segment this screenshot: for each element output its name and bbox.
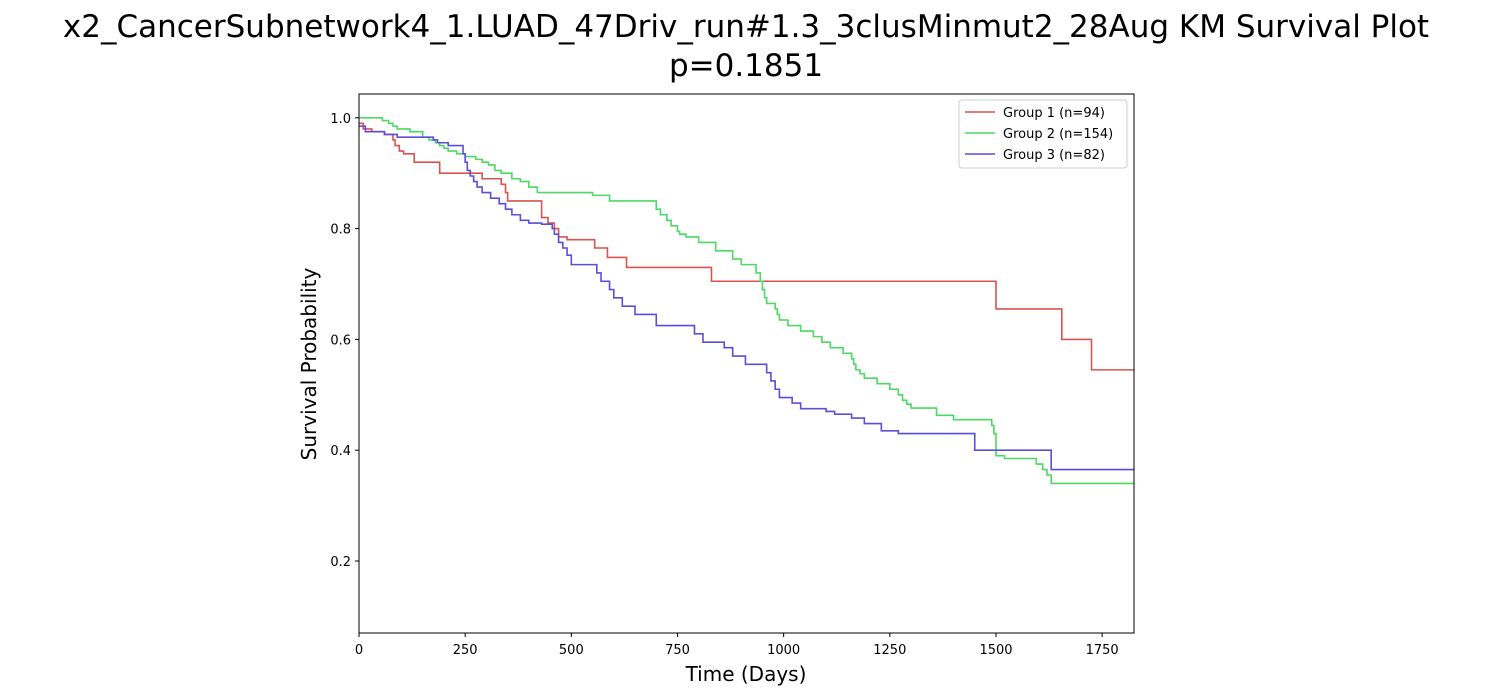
- legend-box: [958, 99, 1128, 169]
- x-tick-label: 1500: [979, 643, 1012, 658]
- legend: Group 1 (n=94) Group 2 (n=154) Group 3 (n=…: [958, 99, 1128, 169]
- chart-subtitle: p=0.1851: [669, 48, 823, 84]
- series-line-group-3: [359, 125, 1134, 471]
- series-layer: [359, 117, 1134, 485]
- y-axis-label: Survival Probability: [297, 267, 321, 460]
- y-tick-label: 0.2: [330, 555, 351, 570]
- chart-title: x2_CancerSubnetwork4_1.LUAD_47Driv_run#1…: [63, 9, 1429, 45]
- y-tick-label: 1.0: [330, 112, 351, 127]
- x-tick-label: 1750: [1086, 643, 1119, 658]
- x-tick-label: 750: [665, 643, 690, 658]
- legend-label-group-2: Group 2 (n=154): [1003, 127, 1113, 142]
- x-tick-label: 1250: [873, 643, 906, 658]
- legend-label-group-1: Group 1 (n=94): [1003, 106, 1105, 121]
- series-line-group-1: [359, 122, 1134, 371]
- y-tick-label: 0.4: [330, 444, 351, 459]
- x-axis-ticks: 0 250 500 750 1000 1250 1500 1750: [355, 633, 1119, 658]
- plot-frame: [358, 93, 1135, 634]
- legend-label-group-3: Group 3 (n=82): [1003, 148, 1105, 163]
- series-line-group-2: [359, 117, 1134, 485]
- y-tick-label: 0.8: [330, 223, 351, 238]
- x-axis-label: Time (Days): [685, 662, 807, 686]
- y-axis-ticks: 0.2 0.4 0.6 0.8 1.0: [330, 112, 359, 570]
- y-tick-label: 0.6: [330, 333, 351, 348]
- x-tick-label: 1000: [767, 643, 800, 658]
- x-tick-label: 0: [355, 643, 363, 658]
- x-tick-label: 500: [559, 643, 584, 658]
- x-tick-label: 250: [453, 643, 478, 658]
